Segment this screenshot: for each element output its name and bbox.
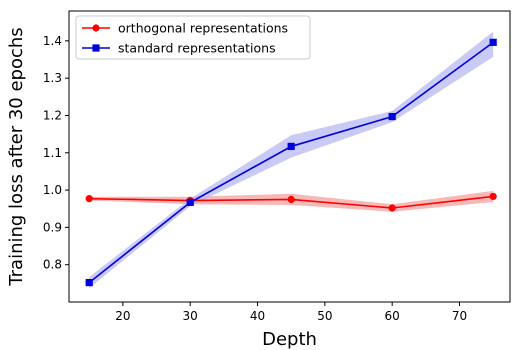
legend: orthogonal representations standard repre… (75, 15, 311, 60)
plot-frame (68, 10, 511, 303)
orthogonal-legend-label: orthogonal representations (118, 21, 288, 36)
x-tick-label: 30 (183, 309, 198, 323)
orthogonal-point (489, 192, 497, 201)
confidence-bands (89, 31, 494, 289)
x-tick-label: 20 (115, 309, 130, 323)
x-axis-title: Depth (262, 329, 317, 350)
orthogonal-point (85, 195, 93, 203)
series-lines (88, 41, 494, 284)
x-tick-label: 60 (385, 309, 400, 323)
y-axis-ticks: 0.8 0.9 1.0 1.1 1.2 1.3 1.4 (43, 34, 69, 272)
y-tick-label: 1.3 (43, 71, 62, 85)
x-tick-label: 70 (452, 309, 467, 323)
orthogonal-point (287, 195, 295, 204)
series-markers (85, 38, 497, 287)
standard-point (186, 198, 194, 206)
standard-point (388, 112, 396, 121)
y-tick-label: 1.2 (43, 108, 62, 122)
standard-legend-marker (92, 44, 100, 52)
y-axis-title: Training loss after 30 epochs (6, 27, 27, 286)
standard-point (85, 279, 93, 287)
standard-series-line (88, 41, 494, 284)
orthogonal-legend-marker (92, 24, 100, 32)
y-tick-label: 0.9 (43, 220, 62, 234)
x-tick-label: 40 (250, 309, 265, 323)
x-axis-ticks: 20 30 40 50 60 70 (115, 302, 467, 323)
standard-point (489, 38, 497, 46)
standard-confidence-band (89, 31, 494, 289)
y-tick-label: 1.1 (43, 146, 62, 160)
standard-point (287, 142, 295, 151)
x-tick-label: 50 (317, 309, 332, 323)
legend-box (75, 15, 311, 60)
y-tick-label: 1.0 (43, 183, 62, 197)
orthogonal-point (388, 204, 396, 212)
y-tick-label: 0.8 (43, 258, 62, 272)
standard-legend-label: standard representations (118, 41, 276, 56)
y-tick-label: 1.4 (43, 34, 62, 48)
